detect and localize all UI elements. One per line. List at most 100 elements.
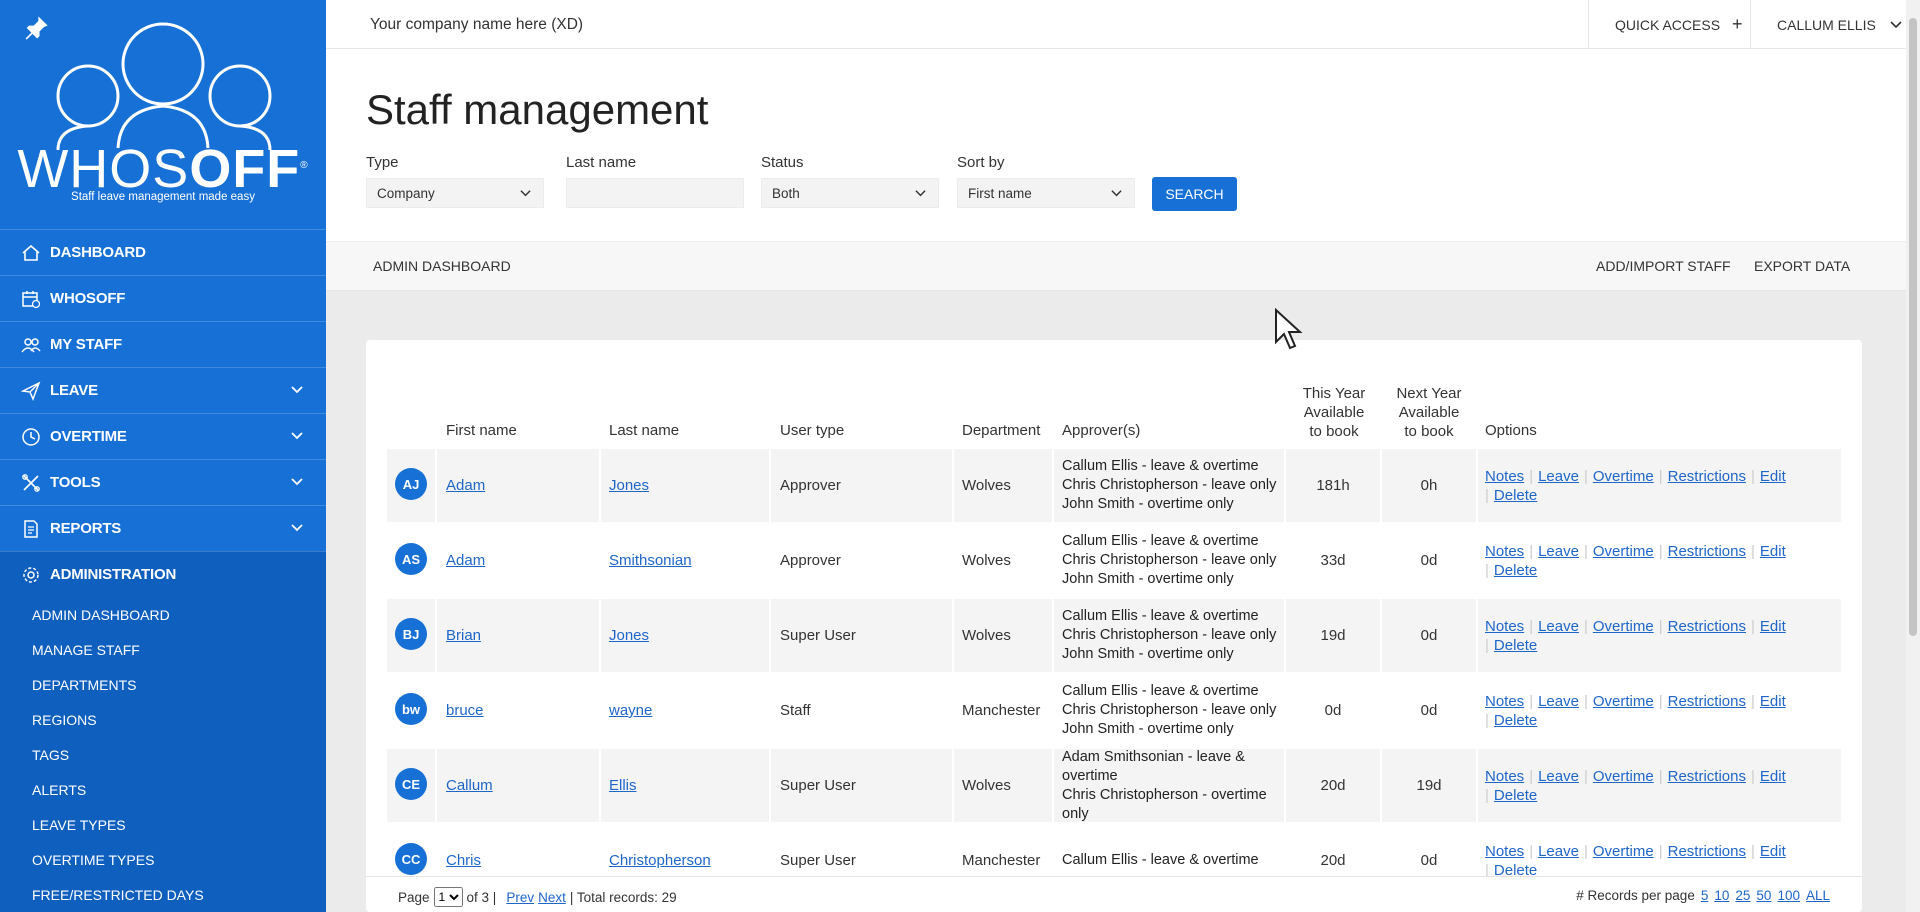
overtime-link[interactable]: Overtime — [1592, 542, 1654, 560]
sidebar-item-dashboard[interactable]: DASHBOARD — [0, 229, 326, 275]
notes-link[interactable]: Notes — [1485, 692, 1525, 710]
overtime-link[interactable]: Overtime — [1592, 467, 1654, 485]
leave-link[interactable]: Leave — [1538, 767, 1579, 785]
delete-link[interactable]: Delete — [1493, 561, 1538, 579]
overtime-link[interactable]: Overtime — [1592, 617, 1654, 635]
subnav-manage-staff[interactable]: MANAGE STAFF — [32, 641, 140, 658]
overtime-link[interactable]: Overtime — [1592, 692, 1654, 710]
next-link[interactable]: Next — [538, 889, 566, 905]
subnav-alerts[interactable]: ALERTS — [32, 781, 87, 798]
header-next-year: Next Year Available to book — [1396, 385, 1462, 440]
sidebar-item-administration[interactable]: ADMINISTRATION — [0, 551, 326, 597]
separator: | — [1750, 467, 1755, 485]
header-first-name[interactable]: First name — [446, 422, 517, 439]
last-name-link[interactable]: Jones — [609, 477, 650, 494]
restrictions-link[interactable]: Restrictions — [1667, 842, 1746, 860]
first-name-link[interactable]: Chris — [446, 852, 482, 869]
first-name-link[interactable]: bruce — [446, 702, 484, 719]
restrictions-link[interactable]: Restrictions — [1667, 542, 1746, 560]
edit-link[interactable]: Edit — [1759, 842, 1786, 860]
subnav-admin-dashboard[interactable]: ADMIN DASHBOARD — [32, 606, 170, 623]
this-year-cell: 19d — [1320, 627, 1346, 644]
leave-link[interactable]: Leave — [1538, 692, 1579, 710]
last-name-input[interactable] — [566, 178, 744, 208]
edit-link[interactable]: Edit — [1759, 767, 1786, 785]
per-page-all[interactable]: ALL — [1805, 888, 1830, 903]
export-data-link[interactable]: EXPORT DATA — [1754, 258, 1851, 274]
sidebar-item-leave[interactable]: LEAVE — [0, 367, 326, 413]
edit-link[interactable]: Edit — [1759, 542, 1786, 560]
last-name-link[interactable]: Smithsonian — [609, 552, 692, 569]
user-menu[interactable]: CALLUM ELLIS — [1750, 0, 1906, 49]
prev-link[interactable]: Prev — [506, 889, 535, 905]
sidebar-item-reports[interactable]: REPORTS — [0, 505, 326, 551]
delete-link[interactable]: Delete — [1493, 786, 1538, 804]
leave-link[interactable]: Leave — [1538, 542, 1579, 560]
department-cell: Wolves — [962, 552, 1011, 569]
delete-link[interactable]: Delete — [1493, 486, 1538, 504]
notes-link[interactable]: Notes — [1485, 467, 1525, 485]
last-name-link[interactable]: wayne — [609, 702, 653, 719]
leave-link[interactable]: Leave — [1538, 617, 1579, 635]
leave-link[interactable]: Leave — [1538, 467, 1579, 485]
per-page-10[interactable]: 10 — [1714, 888, 1730, 903]
subnav-regions[interactable]: REGIONS — [32, 711, 97, 728]
subnav-departments[interactable]: DEPARTMENTS — [32, 676, 137, 693]
sort-by-select[interactable]: First name — [957, 178, 1135, 208]
last-name-link[interactable]: Ellis — [609, 777, 637, 794]
type-select[interactable]: Company — [366, 178, 544, 208]
sidebar-item-whosoff[interactable]: WHOSOFF — [0, 275, 326, 321]
scrollbar-thumb[interactable] — [1909, 18, 1917, 636]
restrictions-link[interactable]: Restrictions — [1667, 617, 1746, 635]
per-page-50[interactable]: 50 — [1756, 888, 1772, 903]
this-year-cell: 33d — [1320, 552, 1346, 569]
header-last-name[interactable]: Last name — [609, 422, 680, 439]
last-name-link[interactable]: Christopherson — [609, 852, 711, 869]
subnav-free-restricted-days[interactable]: FREE/RESTRICTED DAYS — [32, 886, 204, 903]
per-page-100[interactable]: 100 — [1777, 888, 1800, 903]
subnav-tags[interactable]: TAGS — [32, 746, 70, 763]
overtime-link[interactable]: Overtime — [1592, 767, 1654, 785]
status-select[interactable]: Both — [761, 178, 939, 208]
separator: | — [1583, 767, 1588, 785]
sidebar-item-my-staff[interactable]: MY STAFF — [0, 321, 326, 367]
add-import-staff-link[interactable]: ADD/IMPORT STAFF — [1596, 258, 1731, 274]
page-scrollbar[interactable] — [1906, 0, 1920, 912]
last-name-link[interactable]: Jones — [609, 627, 650, 644]
edit-link[interactable]: Edit — [1759, 692, 1786, 710]
admin-dashboard-link[interactable]: ADMIN DASHBOARD — [373, 258, 511, 274]
per-page-5[interactable]: 5 — [1700, 888, 1709, 903]
delete-link[interactable]: Delete — [1493, 636, 1538, 654]
first-name-link[interactable]: Callum — [446, 777, 493, 794]
delete-link[interactable]: Delete — [1493, 861, 1538, 879]
first-name-link[interactable]: Adam — [446, 552, 486, 569]
quick-access-button[interactable]: QUICK ACCESS + — [1588, 0, 1750, 49]
page-select[interactable]: 1 — [433, 887, 463, 907]
header-user-type[interactable]: User type — [780, 422, 845, 439]
subnav-overtime-types[interactable]: OVERTIME TYPES — [32, 851, 155, 868]
cell-divider — [769, 824, 771, 897]
pin-icon[interactable] — [22, 14, 50, 42]
restrictions-link[interactable]: Restrictions — [1667, 692, 1746, 710]
sidebar-item-overtime[interactable]: OVERTIME — [0, 413, 326, 459]
search-button[interactable]: SEARCH — [1152, 177, 1237, 211]
restrictions-link[interactable]: Restrictions — [1667, 767, 1746, 785]
first-name-link[interactable]: Adam — [446, 477, 486, 494]
notes-link[interactable]: Notes — [1485, 542, 1525, 560]
per-page-25[interactable]: 25 — [1735, 888, 1751, 903]
edit-link[interactable]: Edit — [1759, 467, 1786, 485]
overtime-link[interactable]: Overtime — [1592, 842, 1654, 860]
notes-link[interactable]: Notes — [1485, 842, 1525, 860]
header-department[interactable]: Department — [962, 422, 1041, 439]
edit-link[interactable]: Edit — [1759, 617, 1786, 635]
first-name-link[interactable]: Brian — [446, 627, 482, 644]
delete-link[interactable]: Delete — [1493, 711, 1538, 729]
notes-link[interactable]: Notes — [1485, 767, 1525, 785]
subnav-leave-types[interactable]: LEAVE TYPES — [32, 816, 126, 833]
report-icon — [20, 518, 42, 540]
notes-link[interactable]: Notes — [1485, 617, 1525, 635]
sidebar-item-tools[interactable]: TOOLS — [0, 459, 326, 505]
cell-divider — [599, 524, 601, 597]
restrictions-link[interactable]: Restrictions — [1667, 467, 1746, 485]
leave-link[interactable]: Leave — [1538, 842, 1579, 860]
